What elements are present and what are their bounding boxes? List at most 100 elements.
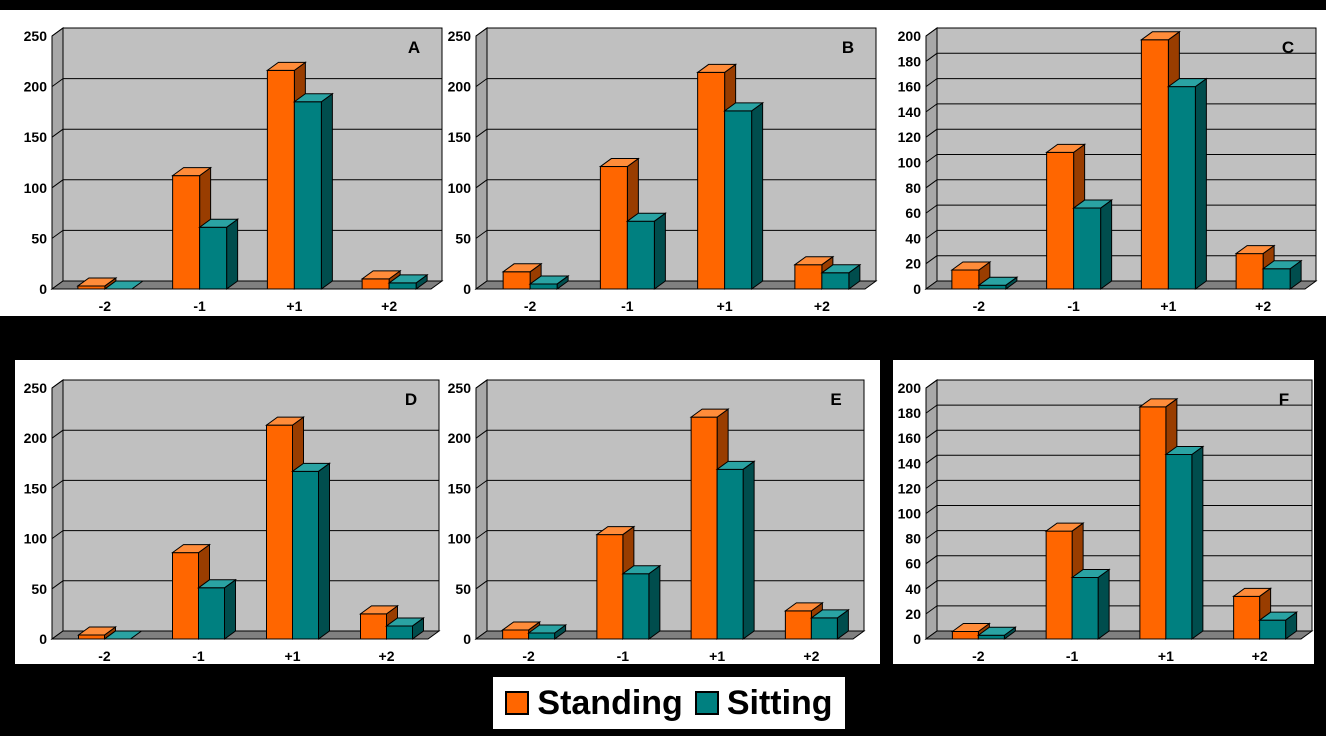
y-tick-label: 100 (898, 506, 922, 522)
bar-sitting-minus1 (196, 578, 238, 640)
y-tick-label: 150 (448, 480, 472, 496)
y-tick-label: 50 (455, 230, 471, 246)
bar-top (723, 102, 765, 112)
bar-sitting-minus2 (528, 274, 570, 290)
y-tick-label: 60 (905, 205, 921, 221)
bar-top (1044, 522, 1085, 532)
y-tick-label: 60 (905, 556, 921, 572)
gridline-side (925, 27, 938, 37)
y-tick-label: 50 (455, 581, 471, 597)
x-tick-label: -1 (1067, 298, 1080, 314)
bar-side (224, 578, 236, 640)
x-tick-label: +2 (1252, 648, 1268, 664)
gridline-side (925, 52, 938, 62)
y-tick-label: 150 (24, 129, 48, 145)
y-tick-label: 200 (24, 79, 48, 95)
legend-swatch-standing (505, 691, 530, 715)
plot-back-wall (62, 379, 440, 632)
plot-back-wall (486, 379, 865, 632)
bar-top (950, 261, 992, 271)
bar-top (696, 63, 738, 73)
bar-front (716, 468, 744, 640)
y-tick-label: 150 (448, 129, 472, 145)
bar-front (978, 284, 1007, 290)
bar-top (1164, 446, 1205, 456)
bar-front (266, 69, 295, 290)
y-tick-label: 40 (905, 230, 921, 246)
y-tick-label: 180 (898, 405, 922, 421)
bar-top (820, 264, 862, 274)
x-tick-label: -2 (99, 298, 112, 314)
gridline-side (475, 78, 488, 88)
bar-top (198, 218, 240, 228)
y-tick-label: 200 (898, 28, 922, 44)
gridline-side (475, 179, 488, 189)
y-tick-label: 200 (898, 380, 922, 396)
bar-top (1072, 199, 1114, 209)
gridline-side (925, 78, 938, 88)
y-tick-label: 100 (898, 155, 922, 171)
x-tick-label: +2 (803, 648, 819, 664)
bar-top (1232, 587, 1273, 597)
y-tick-label: 250 (24, 380, 48, 396)
y-tick-label: 200 (448, 430, 472, 446)
x-tick-label: -1 (1066, 648, 1079, 664)
plot-side-wall (475, 379, 488, 640)
bar-sitting-plus2 (809, 608, 850, 640)
bar-sitting-plus1 (290, 462, 332, 640)
bar-top (595, 526, 636, 536)
chart-svg-e: 0 50 100 150 200 250 E -2 -1 +1 +2 (448, 379, 866, 664)
plot-side-wall (51, 379, 64, 640)
bar-top (76, 626, 118, 636)
bar-front (626, 220, 655, 290)
bar-front (1233, 595, 1261, 640)
bar-top (528, 275, 570, 285)
gridline-side (475, 27, 488, 37)
bar-side (1191, 445, 1204, 640)
bar-top (171, 167, 213, 177)
bar-sitting-plus2 (1261, 259, 1303, 290)
y-tick-label: 140 (898, 455, 922, 471)
bar-top (976, 626, 1017, 636)
bar-front (360, 613, 387, 640)
bar-top (689, 408, 730, 418)
x-tick-label: +1 (285, 648, 301, 664)
gridline-side (925, 404, 938, 414)
bar-top (290, 462, 332, 472)
bar-front (1140, 39, 1169, 290)
bar-front (293, 101, 322, 290)
gridline-side (475, 530, 488, 540)
y-tick-label: 50 (31, 581, 47, 597)
gridline-side (925, 530, 938, 540)
bar-top (501, 621, 542, 631)
x-tick-label: -1 (621, 298, 634, 314)
bar-front (821, 272, 850, 290)
gridline-side (925, 103, 938, 113)
gridline-side (475, 429, 488, 439)
bar-top (387, 274, 429, 284)
bar-front (78, 634, 105, 640)
plot-back-wall (62, 27, 443, 282)
chart-svg-b: 0 50 100 150 200 250 B -2 -1 +1 +2 (448, 27, 878, 314)
bar-top (598, 158, 640, 168)
bar-sitting-minus1 (621, 564, 662, 640)
bar-top (1139, 31, 1181, 41)
bar-top (1070, 569, 1111, 579)
y-tick-label: 150 (24, 480, 48, 496)
bar-sitting-minus2 (977, 276, 1019, 290)
x-tick-label: -2 (973, 298, 986, 314)
plot-side-wall (475, 27, 488, 290)
bar-sitting-plus1 (715, 460, 756, 640)
bar-front (1235, 253, 1264, 290)
bar-side (1100, 199, 1113, 290)
bar-top (783, 602, 824, 612)
bar-top (384, 617, 426, 627)
gridline-side (925, 379, 938, 389)
gridline-side (925, 429, 938, 439)
x-tick-label: -2 (524, 298, 537, 314)
plot-side-wall (51, 27, 64, 290)
y-tick-label: 250 (448, 28, 472, 44)
x-tick-label: -2 (522, 648, 535, 664)
gridline-side (925, 255, 938, 265)
y-tick-label: 200 (448, 79, 472, 95)
